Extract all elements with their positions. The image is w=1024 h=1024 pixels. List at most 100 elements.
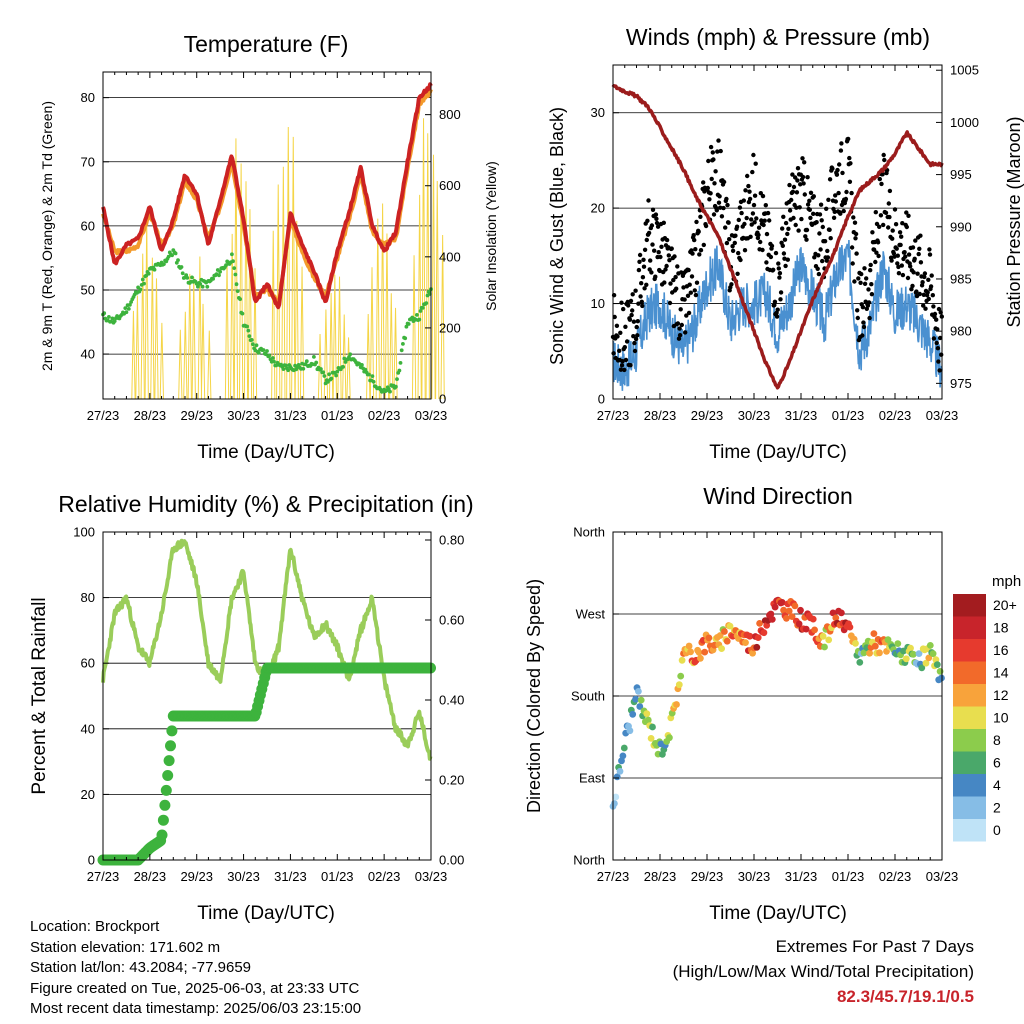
y2-tick-label: 0.40 xyxy=(439,693,464,708)
solar-insolation-spike xyxy=(332,274,337,400)
x-tick-label: 30/23 xyxy=(227,408,260,423)
dewpoint-point xyxy=(388,389,392,394)
x-tick-label: 27/23 xyxy=(87,408,120,423)
gust-point xyxy=(860,305,866,310)
gust-point xyxy=(726,220,731,225)
dewpoint-point xyxy=(254,343,259,348)
gust-point xyxy=(797,205,802,210)
colorbar-label: 14 xyxy=(993,665,1009,681)
gust-point xyxy=(917,291,922,297)
wind-direction-point xyxy=(666,734,673,742)
y2-tick-label: 0 xyxy=(439,392,446,407)
solar-insolation-spike xyxy=(144,219,149,400)
wind-direction-point xyxy=(632,695,639,703)
dewpoint-point xyxy=(110,316,115,321)
gust-point xyxy=(915,271,920,276)
gust-point xyxy=(781,251,787,256)
dewpoint-point xyxy=(127,303,132,307)
dewpoint-point xyxy=(231,259,235,264)
relative-humidity-line xyxy=(101,538,433,761)
gust-point xyxy=(902,250,907,255)
gust-point xyxy=(787,182,792,188)
gust-point xyxy=(640,275,646,280)
gust-point xyxy=(793,222,798,228)
wind-direction-point xyxy=(616,767,624,775)
x-tick-label: 02/23 xyxy=(368,408,401,423)
gust-point xyxy=(611,351,616,356)
gust-point xyxy=(713,169,718,174)
wind-direction-point xyxy=(753,643,761,651)
gust-point xyxy=(795,166,801,171)
wind-direction-point xyxy=(695,649,703,656)
gust-point xyxy=(662,280,667,285)
gust-point xyxy=(633,336,639,342)
gust-point xyxy=(812,255,817,260)
y2-tick-label: 975 xyxy=(950,376,972,391)
gust-point xyxy=(868,268,873,273)
gust-point xyxy=(804,237,809,242)
gust-point xyxy=(756,232,761,238)
gust-point xyxy=(776,261,781,266)
wind-direction-point xyxy=(791,602,799,610)
gust-point xyxy=(866,300,872,305)
y-tick-label: South xyxy=(571,689,605,704)
y2-tick-label: 1005 xyxy=(950,63,979,78)
wind-direction-point xyxy=(629,710,637,718)
gust-point xyxy=(750,211,756,216)
gust-point xyxy=(683,330,688,335)
gust-point xyxy=(655,224,661,229)
gust-point xyxy=(637,252,643,258)
solar-insolation-spike xyxy=(366,314,371,400)
station-elevation: Station elevation: 171.602 m xyxy=(30,938,221,956)
gust-point xyxy=(718,205,723,210)
gust-point xyxy=(879,181,884,187)
gust-point xyxy=(694,219,699,225)
extremes-values: 82.3/45.7/19.1/0.5 xyxy=(836,987,974,1006)
gust-point xyxy=(887,188,893,194)
wind-direction-point xyxy=(760,629,768,637)
gust-point xyxy=(698,214,703,219)
gust-point xyxy=(752,193,758,198)
x-tick-label: 01/23 xyxy=(832,408,865,423)
gust-point xyxy=(769,243,775,249)
gust-point xyxy=(734,224,740,229)
gust-point xyxy=(771,267,776,272)
dewpoint-point xyxy=(267,353,272,358)
gust-point xyxy=(745,173,750,179)
gust-point xyxy=(724,196,729,202)
dewpoint-point xyxy=(146,271,151,276)
gust-point xyxy=(735,271,740,276)
gust-point xyxy=(906,213,911,218)
gust-point xyxy=(900,272,906,278)
solar-insolation-spike xyxy=(389,293,394,400)
y2-tick-label: 0.60 xyxy=(439,613,464,628)
extremes-heading: Extremes For Past 7 Days xyxy=(775,937,974,956)
colorbar-label: 2 xyxy=(993,800,1001,816)
solar-insolation-spike xyxy=(197,256,203,400)
dewpoint-point xyxy=(335,369,340,374)
gust-point xyxy=(630,308,635,313)
gust-point xyxy=(747,196,753,202)
gust-point xyxy=(881,222,886,228)
dewpoint-point xyxy=(152,267,157,272)
x-tick-label: 29/23 xyxy=(691,408,724,423)
wind-direction-point xyxy=(838,609,845,617)
gust-point xyxy=(930,293,935,298)
x-tick-label: 03/23 xyxy=(926,408,959,423)
gust-point xyxy=(714,208,719,213)
gust-point xyxy=(877,224,882,229)
dewpoint-point xyxy=(185,276,190,280)
gust-point xyxy=(761,222,766,228)
gust-point xyxy=(787,208,793,213)
gust-point xyxy=(677,333,683,338)
gust-point xyxy=(910,245,916,250)
solar-insolation-spike xyxy=(140,253,145,400)
gust-point xyxy=(918,260,924,265)
gust-point xyxy=(838,148,844,153)
gust-point xyxy=(776,266,781,271)
temperature-ylabel-left: 2m & 9m T (Red, Orange) & 2m Td (Green) xyxy=(39,101,55,371)
gust-point xyxy=(869,292,875,297)
precip-point xyxy=(166,725,178,737)
gust-point xyxy=(639,299,644,304)
gust-point xyxy=(641,257,646,262)
